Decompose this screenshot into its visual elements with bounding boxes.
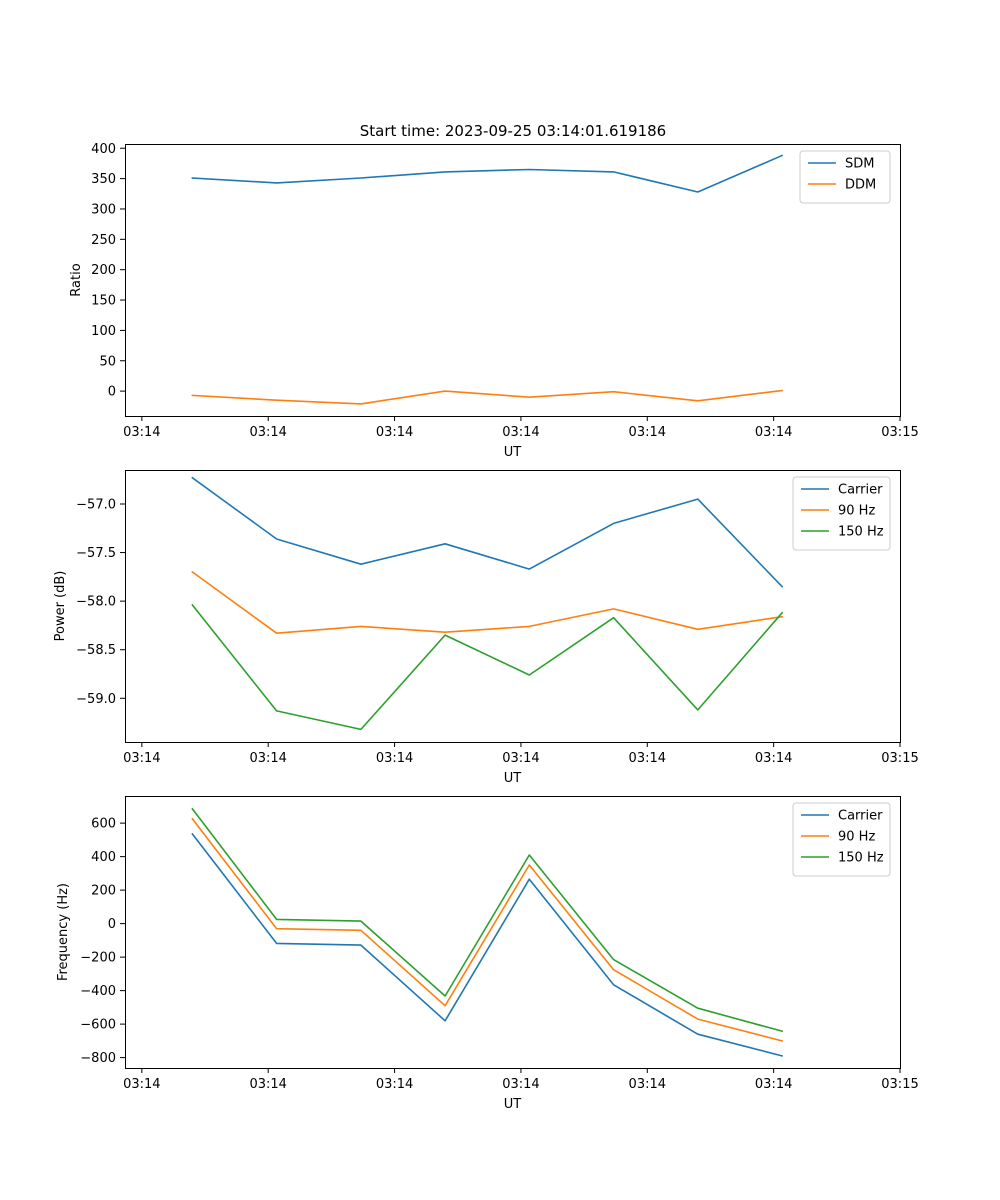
y-tick-label: −59.0 xyxy=(76,692,116,707)
x-axis-label: UT xyxy=(504,1097,522,1112)
x-tick-label: 03:14 xyxy=(376,751,413,766)
x-tick-label: 03:15 xyxy=(881,751,918,766)
x-tick-label: 03:15 xyxy=(881,425,918,440)
axes-frame xyxy=(125,144,901,417)
legend-label: 90 Hz xyxy=(838,830,875,845)
x-tick-label: 03:14 xyxy=(123,751,160,766)
y-tick-label: 350 xyxy=(91,172,116,187)
series-line-90-hz xyxy=(191,570,784,635)
y-axis-label: Power (dB) xyxy=(53,571,68,642)
chart-panel-3: 03:14 03:14 03:14 03:14 03:14 03:14 03:15 600 40… xyxy=(56,796,919,1112)
x-tick-label: 03:14 xyxy=(629,1077,666,1092)
x-tick-label: 03:15 xyxy=(881,1077,918,1092)
x-tick-label: 03:14 xyxy=(249,1077,286,1092)
y-tick-label: 300 xyxy=(91,202,116,217)
y-tick-label: 150 xyxy=(91,294,116,309)
y-tick-label: 200 xyxy=(91,884,116,899)
y-tick-label: −58.5 xyxy=(76,643,116,658)
y-tick-label: 400 xyxy=(91,142,116,157)
series-line-150-hz xyxy=(191,603,784,731)
chart-panel-1: 03:14 03:14 03:14 03:14 03:14 03:14 03:15 0 50 10… xyxy=(69,142,919,460)
legend: SDM DDM xyxy=(799,150,891,204)
y-axis-label: Frequency (Hz) xyxy=(56,883,71,981)
legend-box xyxy=(799,150,891,204)
x-tick-label: 03:14 xyxy=(502,751,539,766)
x-tick-label: 03:14 xyxy=(755,425,792,440)
chart-panel-2: 03:14 03:14 03:14 03:14 03:14 03:14 03:15 −57.0… xyxy=(53,470,919,786)
y-tick-label: 600 xyxy=(91,817,116,832)
axes-frame xyxy=(125,470,901,743)
y-tick-label: −57.5 xyxy=(76,546,116,561)
legend: Carrier 90 Hz 150 Hz xyxy=(792,802,891,877)
series-line-carrier xyxy=(191,832,784,1057)
y-tick-label: 200 xyxy=(91,263,116,278)
y-tick-label: 250 xyxy=(91,233,116,248)
x-tick-label: 03:14 xyxy=(123,1077,160,1092)
legend-label: SDM xyxy=(845,157,874,172)
panels: 03:14 03:14 03:14 03:14 03:14 03:14 03:15 0 50 10… xyxy=(53,142,919,1112)
legend-label: 150 Hz xyxy=(838,525,884,540)
y-tick-label: −58.0 xyxy=(76,595,116,610)
x-tick-label: 03:14 xyxy=(249,425,286,440)
y-tick-label: −200 xyxy=(80,951,116,966)
figure-title: Start time: 2023-09-25 03:14:01.619186 xyxy=(360,122,666,140)
x-tick-label: 03:14 xyxy=(376,425,413,440)
x-tick-label: 03:14 xyxy=(629,751,666,766)
legend-label: 150 Hz xyxy=(838,851,884,866)
series-line-carrier xyxy=(191,476,784,588)
y-tick-label: 400 xyxy=(91,850,116,865)
x-tick-label: 03:14 xyxy=(755,1077,792,1092)
x-tick-label: 03:14 xyxy=(249,751,286,766)
series-line-ddm xyxy=(191,389,783,405)
x-axis-label: UT xyxy=(504,771,522,786)
x-axis-label: UT xyxy=(504,445,522,460)
x-tick-label: 03:14 xyxy=(123,425,160,440)
legend-label: Carrier xyxy=(838,809,883,824)
y-tick-label: −57.0 xyxy=(76,498,116,513)
y-tick-label: 50 xyxy=(99,354,116,369)
x-tick-label: 03:14 xyxy=(502,1077,539,1092)
y-tick-label: 0 xyxy=(108,917,116,932)
series-line-sdm xyxy=(191,154,784,193)
legend: Carrier 90 Hz 150 Hz xyxy=(792,476,891,551)
y-axis-label: Ratio xyxy=(69,263,84,296)
axes-frame xyxy=(125,796,901,1069)
y-tick-label: 100 xyxy=(91,324,116,339)
legend-label: Carrier xyxy=(838,483,883,498)
y-tick-label: −600 xyxy=(80,1018,116,1033)
series-line-90-hz xyxy=(191,817,784,1042)
y-tick-label: −800 xyxy=(80,1051,116,1066)
x-tick-label: 03:14 xyxy=(502,425,539,440)
series-line-150-hz xyxy=(191,807,784,1033)
y-tick-label: 0 xyxy=(108,385,116,400)
y-tick-label: −400 xyxy=(80,984,116,999)
x-tick-label: 03:14 xyxy=(629,425,666,440)
x-tick-label: 03:14 xyxy=(376,1077,413,1092)
legend-label: 90 Hz xyxy=(838,504,875,519)
legend-label: DDM xyxy=(845,178,876,193)
x-tick-label: 03:14 xyxy=(755,751,792,766)
